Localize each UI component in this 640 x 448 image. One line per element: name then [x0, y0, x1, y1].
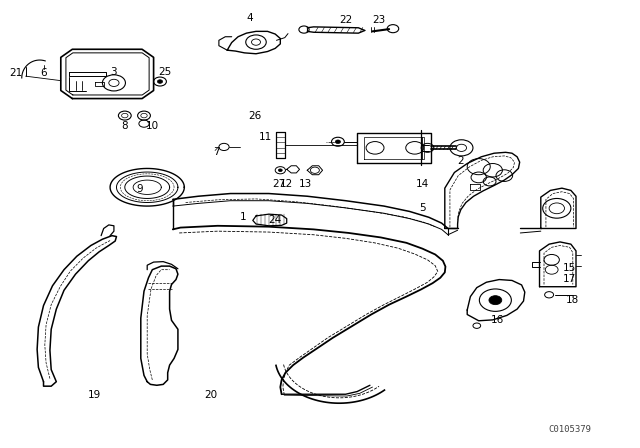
Text: 5: 5 — [419, 203, 426, 213]
Text: 11: 11 — [259, 132, 272, 142]
Text: 3: 3 — [111, 67, 117, 77]
Circle shape — [157, 80, 163, 83]
Text: 17: 17 — [563, 274, 576, 284]
Text: 10: 10 — [146, 121, 159, 131]
Text: 7: 7 — [213, 147, 220, 157]
Text: 21: 21 — [10, 68, 22, 78]
Text: 27: 27 — [272, 179, 285, 189]
Text: 6: 6 — [40, 68, 47, 78]
Text: 13: 13 — [300, 179, 312, 189]
Text: 4: 4 — [246, 13, 253, 23]
Text: 25: 25 — [159, 67, 172, 77]
Circle shape — [278, 169, 282, 172]
Text: 16: 16 — [492, 315, 504, 325]
Text: 14: 14 — [416, 179, 429, 189]
Circle shape — [335, 140, 340, 143]
Text: 24: 24 — [269, 215, 282, 224]
Text: 9: 9 — [136, 184, 143, 194]
Text: 23: 23 — [372, 15, 385, 25]
Text: 20: 20 — [205, 390, 218, 400]
Text: 1: 1 — [240, 212, 246, 222]
Text: 26: 26 — [248, 111, 261, 121]
Text: 12: 12 — [280, 179, 293, 189]
Text: 2: 2 — [458, 156, 464, 166]
Text: 15: 15 — [563, 263, 576, 273]
Text: 18: 18 — [566, 295, 579, 305]
Circle shape — [489, 296, 502, 305]
Text: C0105379: C0105379 — [548, 425, 591, 434]
Text: 19: 19 — [88, 390, 101, 400]
Text: 22: 22 — [339, 15, 352, 25]
Text: 8: 8 — [122, 121, 128, 131]
